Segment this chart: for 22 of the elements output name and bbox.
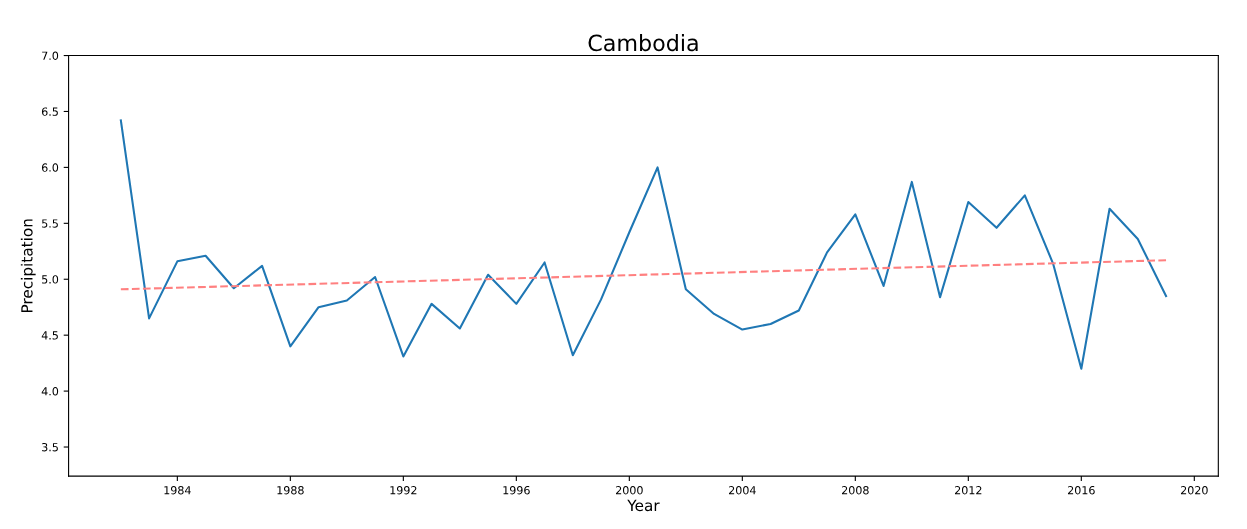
y-axis-title: Precipitation [20, 219, 36, 313]
x-tick-label: 2012 [954, 486, 982, 495]
x-tick-label: 2020 [1180, 486, 1208, 495]
y-tick-label: 5.5 [42, 219, 58, 228]
x-tick-label: 2008 [841, 486, 869, 495]
x-tick-label: 1992 [390, 486, 417, 495]
line-series [119, 119, 1168, 370]
y-tick-label: 7.0 [42, 51, 59, 60]
x-tick-label: 2000 [616, 486, 643, 495]
x-tick-label: 2004 [729, 486, 756, 495]
x-axis-title: Year [627, 499, 660, 512]
y-tick-label: 6.0 [41, 163, 59, 172]
x-tick-label: 2016 [1067, 486, 1095, 495]
x-tick-label: 1996 [503, 486, 530, 495]
y-tick-label: 3.5 [42, 442, 58, 452]
y-tick-label: 4.5 [41, 331, 58, 340]
chart-title: Cambodia [588, 34, 698, 52]
y-tick-label: 4.0 [41, 387, 59, 396]
y-tick-label: 6.5 [41, 107, 58, 116]
x-tick-label: 1984 [164, 486, 191, 495]
y-tick-label: 5.0 [42, 275, 59, 284]
x-tick-label: 1988 [277, 486, 304, 495]
